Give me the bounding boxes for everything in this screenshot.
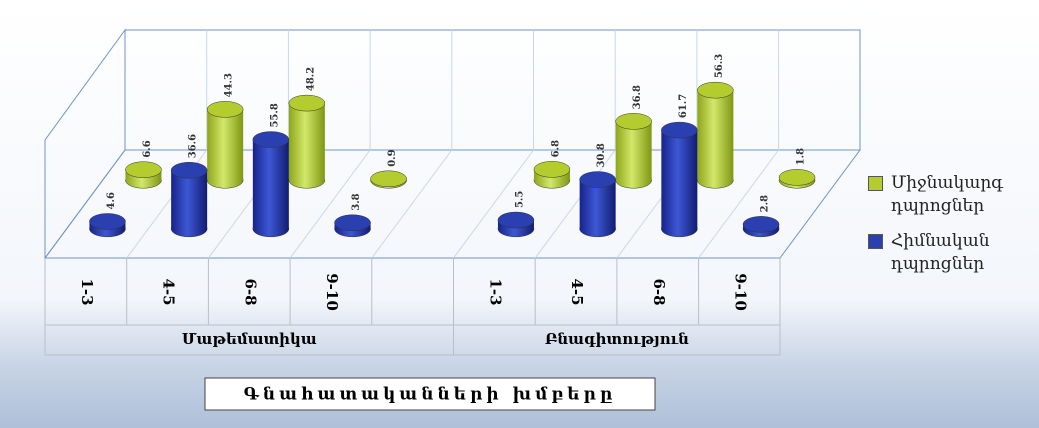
bar-top xyxy=(497,211,535,229)
x-tick-label: 9-10 xyxy=(731,273,749,311)
bar-top xyxy=(697,81,734,99)
legend-swatch xyxy=(868,176,883,191)
bar-top xyxy=(533,161,571,178)
bar xyxy=(207,109,244,181)
group-label: Մաթեմատիկա xyxy=(182,330,317,348)
x-tick-label: 1-3 xyxy=(78,278,96,305)
bar xyxy=(615,121,652,181)
x-tick-label: 6-8 xyxy=(241,278,259,305)
legend-item: Միջնակարգ դպրոցներ xyxy=(868,172,1038,218)
data-label: 56.3 xyxy=(714,54,725,78)
bar-top xyxy=(334,214,371,232)
data-label: 2.8 xyxy=(760,195,771,212)
bar-top xyxy=(370,170,407,188)
data-label: 6.8 xyxy=(550,140,561,157)
x-tick-label: 4-5 xyxy=(160,278,178,305)
bar-top xyxy=(742,216,780,233)
data-label: 5.5 xyxy=(514,191,525,208)
bar-top xyxy=(661,121,698,139)
bar xyxy=(252,139,289,229)
legend-item: Հիմնական դպրոցներ xyxy=(868,230,1038,276)
bar xyxy=(288,103,325,181)
bar-top xyxy=(252,131,290,148)
bar-top xyxy=(89,213,126,230)
bar-top xyxy=(125,161,162,178)
group-label: Բնագիտություն xyxy=(545,330,689,348)
legend-label: Հիմնական դպրոցներ xyxy=(891,231,990,274)
floor-grid-line xyxy=(534,149,616,259)
x-tick-label: 1-3 xyxy=(486,278,504,305)
gridlines xyxy=(126,30,780,259)
x-label-box xyxy=(204,377,656,411)
x-tick-label: 6-8 xyxy=(650,278,668,305)
data-label: 48.2 xyxy=(305,67,316,91)
bar-top xyxy=(778,169,816,186)
data-label: 4.6 xyxy=(106,192,117,209)
floor-grid-line xyxy=(698,149,780,259)
bar-top xyxy=(170,162,208,179)
floor-grid-line xyxy=(289,149,371,259)
data-label: 1.8 xyxy=(796,148,807,165)
bar-top xyxy=(615,113,652,130)
bar-top xyxy=(288,94,326,112)
bar xyxy=(171,170,208,229)
bar-top xyxy=(579,171,616,188)
x-tick-label: 9-10 xyxy=(323,273,341,311)
data-label: 36.6 xyxy=(188,134,199,158)
data-label: 3.8 xyxy=(351,193,362,210)
data-label: 36.8 xyxy=(632,85,643,109)
bar xyxy=(661,130,698,229)
data-label: 30.8 xyxy=(596,143,607,167)
floor-grid-line xyxy=(453,149,534,259)
bar-top xyxy=(206,101,244,118)
legend-label: Միջնակարգ դպրոցներ xyxy=(891,173,1004,216)
data-label: 0.9 xyxy=(387,149,398,166)
data-label: 55.8 xyxy=(269,103,280,127)
data-label: 61.7 xyxy=(678,94,689,118)
bar xyxy=(697,90,734,181)
data-label: 44.3 xyxy=(224,73,235,97)
floor-grid-line xyxy=(371,149,453,259)
x-tick-label: 4-5 xyxy=(568,278,586,305)
x-axis-label: Գնահատականների խմբերը xyxy=(244,385,617,405)
data-label: 6.6 xyxy=(142,140,153,157)
legend-swatch xyxy=(868,234,883,249)
